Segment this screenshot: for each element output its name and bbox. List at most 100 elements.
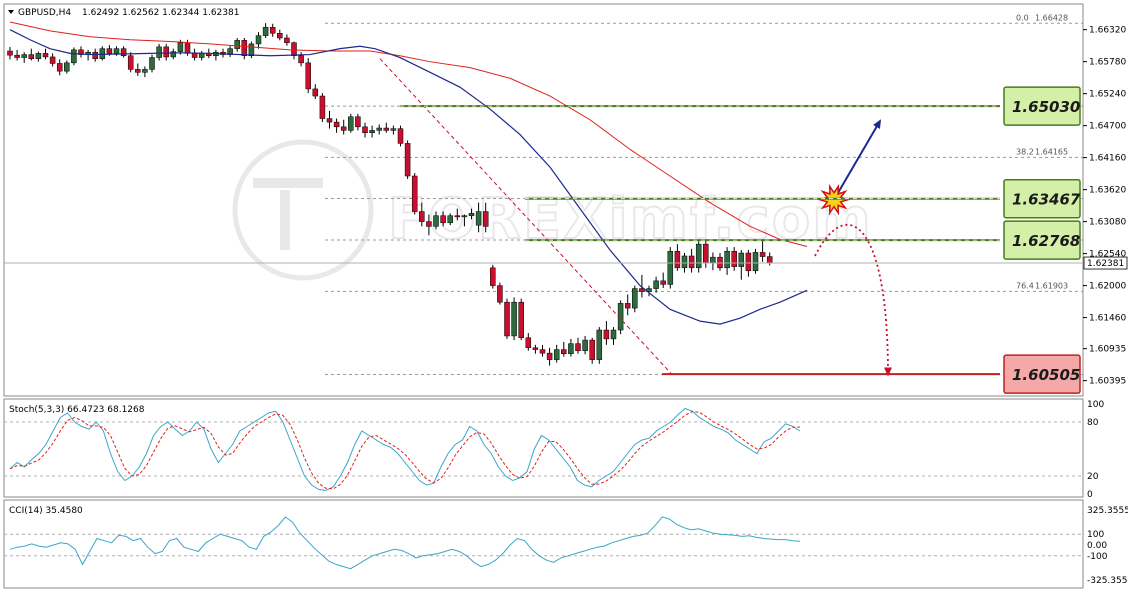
candle-bull bbox=[64, 62, 70, 72]
cci-tick-label: -325.3555 bbox=[1087, 576, 1128, 586]
candle-bear bbox=[482, 211, 489, 227]
cci-tick-label: 100 bbox=[1087, 530, 1104, 540]
candle-bull bbox=[170, 51, 177, 58]
level-box bbox=[1003, 86, 1081, 126]
header-dropdown-icon[interactable] bbox=[8, 10, 14, 14]
candle-bear bbox=[319, 95, 326, 119]
ma-slow-line bbox=[9, 21, 808, 247]
cci-tick-label: 325.3555 bbox=[1087, 506, 1128, 516]
candle-bear bbox=[589, 339, 595, 360]
cci-pane-frame bbox=[3, 499, 1084, 589]
candle-bull bbox=[710, 256, 716, 264]
candle-bull bbox=[369, 130, 375, 134]
candle-bear bbox=[42, 53, 49, 58]
candle-bear bbox=[404, 143, 411, 177]
candle-bull bbox=[156, 46, 162, 58]
price-tick-label: 1.62000 bbox=[1089, 282, 1126, 292]
candle-bull bbox=[149, 57, 155, 70]
candle-bull bbox=[632, 288, 638, 309]
candle-bull bbox=[376, 127, 382, 131]
candle-bull bbox=[553, 349, 560, 360]
annotations bbox=[379, 58, 892, 377]
cci-label: CCI(14) 35.4580 bbox=[9, 506, 83, 516]
stoch-tick-label: 100 bbox=[1087, 400, 1104, 410]
candle-bear bbox=[284, 37, 290, 43]
candle-bull bbox=[234, 40, 240, 49]
watermark-logo-bar bbox=[253, 178, 323, 188]
key-levels: 1.65030 1.63467 1.62768 1.60505 bbox=[400, 86, 1081, 394]
candle-bull bbox=[35, 53, 42, 59]
current-price-box bbox=[1083, 256, 1128, 270]
candle-bear bbox=[277, 32, 283, 39]
candle-bear bbox=[184, 42, 191, 54]
stoch-main-line bbox=[9, 407, 801, 491]
level-box bbox=[1003, 178, 1081, 219]
watermark-logo-bar2 bbox=[280, 190, 290, 250]
level-label: 1.65030 bbox=[1012, 98, 1080, 116]
candle-bull bbox=[681, 255, 688, 269]
candle-bear bbox=[575, 343, 581, 352]
candle-bear bbox=[546, 352, 553, 360]
candle-bear bbox=[532, 347, 539, 350]
watermark-text: FOREXimf.com bbox=[388, 187, 873, 252]
price-axis: 1.66320 1.65780 1.65240 1.64700 1.64160 1.636… bbox=[4, 26, 1128, 387]
candle-bull bbox=[752, 252, 759, 272]
level-box bbox=[1003, 220, 1081, 260]
candle-bear bbox=[333, 121, 340, 128]
candle-bear bbox=[7, 50, 13, 56]
candle-bear bbox=[454, 215, 461, 218]
candle-bear bbox=[759, 252, 766, 257]
current-price-label: 1.62381 bbox=[1087, 259, 1124, 269]
price-tick-label: 1.62540 bbox=[1089, 250, 1126, 260]
candle-bear bbox=[163, 46, 169, 58]
candle-bear bbox=[127, 55, 134, 70]
ma-fast-line bbox=[9, 29, 808, 325]
candle-bull bbox=[262, 27, 269, 36]
candle-bear bbox=[525, 337, 532, 349]
candle-bull bbox=[447, 215, 453, 224]
candle-bear bbox=[241, 40, 248, 57]
stoch-pane-frame bbox=[3, 398, 1084, 498]
candle-bull bbox=[738, 252, 745, 267]
candle-bear bbox=[383, 127, 390, 131]
candle-bull bbox=[142, 69, 148, 73]
level-label: 1.60505 bbox=[1012, 366, 1080, 384]
candle-bull bbox=[475, 211, 482, 226]
price-tick-label: 1.65240 bbox=[1089, 90, 1126, 100]
price-tick-label: 1.64160 bbox=[1089, 154, 1126, 164]
candle-bull bbox=[177, 42, 184, 52]
candle-bear bbox=[766, 256, 773, 264]
candle-bear bbox=[269, 27, 276, 34]
stoch-tick-label: 80 bbox=[1087, 418, 1099, 428]
price-tick-label: 1.64700 bbox=[1089, 122, 1126, 132]
candle-bear bbox=[135, 69, 141, 73]
candle-bear bbox=[745, 252, 752, 272]
candle-bull bbox=[390, 128, 397, 131]
candle-bear bbox=[28, 54, 35, 59]
candle-bear bbox=[291, 42, 297, 57]
candle-bear bbox=[539, 349, 546, 354]
fib-price-label: 1.64165 bbox=[1035, 147, 1068, 156]
candle-bull bbox=[99, 48, 106, 59]
price-tick-label: 1.63080 bbox=[1089, 218, 1126, 228]
candle-bull bbox=[582, 339, 588, 352]
moving-averages bbox=[9, 21, 808, 325]
main-pane-frame bbox=[3, 3, 1084, 397]
fib-ratio-label: 38.2 bbox=[1016, 147, 1034, 156]
fib-price-label: 1.66428 bbox=[1035, 13, 1068, 22]
candle-bear bbox=[639, 288, 645, 292]
cci-line bbox=[9, 516, 801, 570]
candle-bear bbox=[92, 51, 98, 59]
price-tick-label: 1.63620 bbox=[1089, 186, 1126, 196]
candle-bear bbox=[717, 256, 723, 269]
candle-bear bbox=[419, 211, 425, 222]
level-label: 1.63467 bbox=[1012, 191, 1081, 209]
candle-bear bbox=[497, 285, 503, 303]
candle-bear bbox=[305, 62, 311, 90]
candle-bear bbox=[340, 126, 347, 131]
candle-bear bbox=[312, 88, 319, 97]
candle-bear bbox=[397, 128, 404, 144]
candle-bear bbox=[561, 349, 567, 354]
candle-bear bbox=[49, 56, 56, 64]
